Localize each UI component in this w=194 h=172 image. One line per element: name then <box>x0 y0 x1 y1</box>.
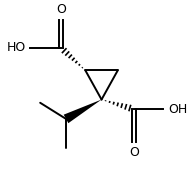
Text: HO: HO <box>6 41 26 54</box>
Polygon shape <box>64 100 101 123</box>
Text: O: O <box>129 146 139 159</box>
Text: O: O <box>56 3 66 15</box>
Text: OH: OH <box>168 103 187 116</box>
